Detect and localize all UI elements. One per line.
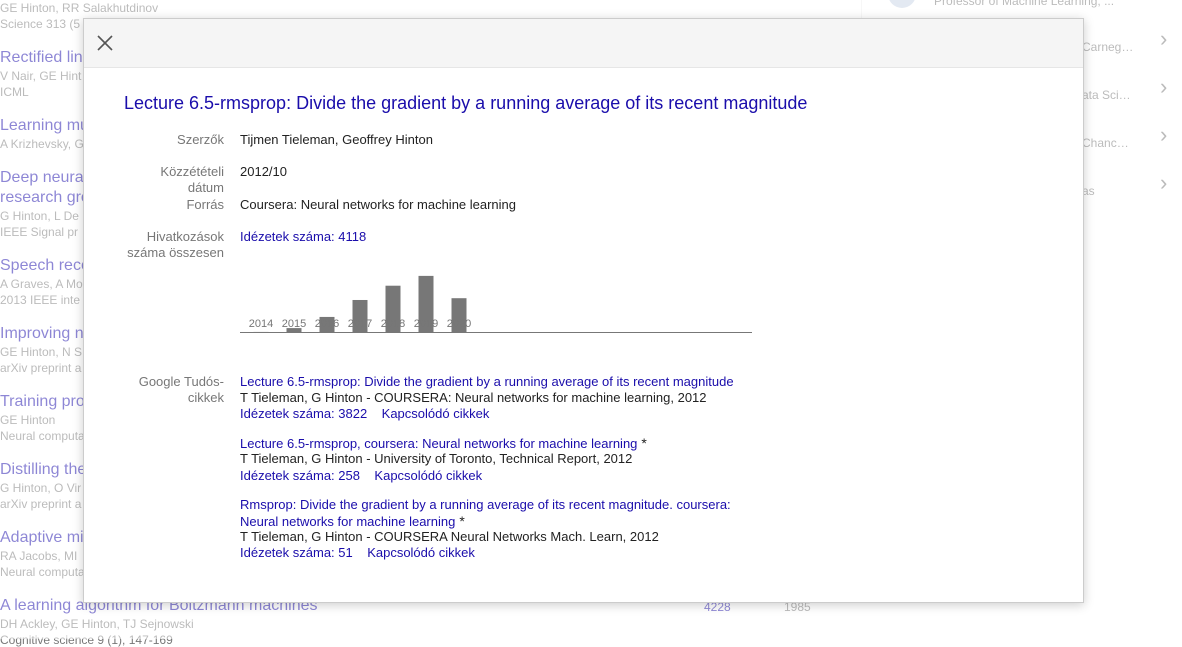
cited-by-link[interactable]: Idézetek száma: 51 [240,545,353,560]
star-icon: * [641,435,647,451]
citation-bar-2015[interactable] [286,328,302,333]
star-icon: * [459,513,465,529]
citations-per-year-chart [240,275,752,333]
scholar-article-title-text[interactable]: Neural networks for machine learning [240,514,456,529]
total-citations-label-line1: Hivatkozások [146,229,224,244]
scholar-article-links: Idézetek száma: 51 Kapcsolódó cikkek [240,545,475,561]
scholar-articles-label: Google Tudós- cikkek [84,374,224,406]
year-tick-label: 2017 [347,318,373,330]
authors-label: Szerzők [177,132,224,147]
scholar-article-meta: T Tieleman, G Hinton - COURSERA: Neural … [240,390,707,405]
related-articles-link[interactable]: Kapcsolódó cikkek [374,468,483,483]
publication-date-label-line1: Közzétételi [160,164,224,179]
citation-bar-2014[interactable] [253,331,269,333]
scholar-articles-label-line2: cikkek [187,390,224,405]
related-articles-link[interactable]: Kapcsolódó cikkek [367,545,475,560]
year-tick-label: 2014 [248,318,274,330]
scholar-article-meta: T Tieleman, G Hinton - COURSERA Neural N… [240,529,659,544]
close-icon[interactable] [94,32,116,54]
scholar-article-title[interactable]: Lecture 6.5-rmsprop, coursera: Neural ne… [240,435,647,452]
source-value: Coursera: Neural networks for machine le… [240,197,517,212]
scholar-article-title[interactable]: Lecture 6.5-rmsprop: Divide the gradient… [240,374,734,389]
citation-bar-2019[interactable] [418,275,434,333]
scholar-articles-label-line1: Google Tudós- [138,374,224,389]
cited-by-link[interactable]: Idézetek száma: 3822 [240,406,368,421]
dialog-toolbar [84,19,1083,68]
scholar-article-links: Idézetek száma: 3822 Kapcsolódó cikkek [240,406,489,422]
publication-date-label-line2: dátum [187,180,224,195]
related-articles-link[interactable]: Kapcsolódó cikkek [381,406,490,421]
article-title[interactable]: Lecture 6.5-rmsprop: Divide the gradient… [124,93,808,113]
year-tick-label: 2015 [281,318,307,330]
year-tick-label: 2020 [446,318,472,330]
scholar-article-title-cont[interactable]: Neural networks for machine learning * [240,513,465,530]
year-tick-label: 2019 [413,318,439,330]
publication-date-label: Közzétételi dátum [84,164,224,196]
authors-value: Tijmen Tieleman, Geoffrey Hinton [240,132,433,147]
citation-bar-2017[interactable] [352,299,368,333]
citation-bar-2016[interactable] [319,316,335,333]
scholar-article-title[interactable]: Rmsprop: Divide the gradient by a runnin… [240,497,731,512]
cited-by-link[interactable]: Idézetek száma: 258 [240,468,360,483]
year-tick-label: 2016 [314,318,340,330]
total-citations-label-line2: száma összesen [127,245,224,260]
citation-bar-2018[interactable] [385,285,401,333]
total-citations-label: Hivatkozások száma összesen [84,229,224,261]
publication-date-value: 2012/10 [240,164,287,179]
scholar-article-title-text[interactable]: Lecture 6.5-rmsprop, coursera: Neural ne… [240,436,638,451]
citation-bar-2020[interactable] [451,298,467,333]
scholar-article-links: Idézetek száma: 258 Kapcsolódó cikkek [240,468,482,484]
article-details-dialog: Lecture 6.5-rmsprop: Divide the gradient… [83,18,1084,603]
source-label: Forrás [186,197,224,212]
total-citations-link[interactable]: Idézetek száma: 4118 [240,229,367,244]
year-tick-label: 2018 [380,318,406,330]
scholar-article-meta: T Tieleman, G Hinton - University of Tor… [240,451,633,466]
